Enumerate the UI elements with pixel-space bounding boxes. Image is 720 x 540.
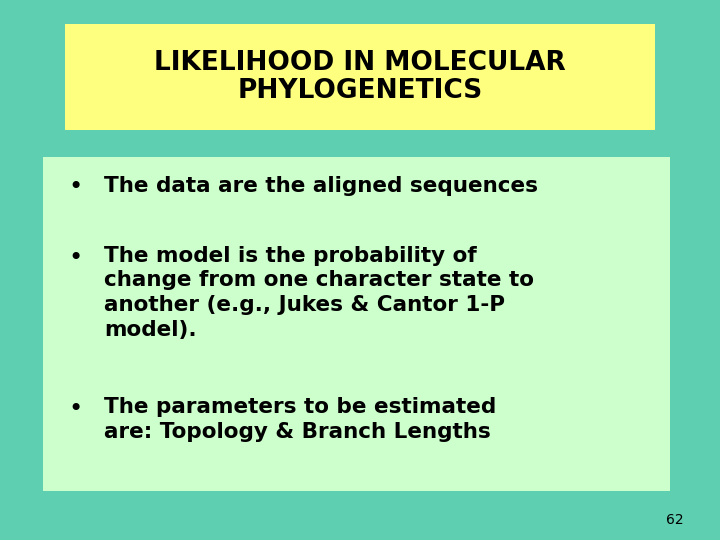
Text: The parameters to be estimated
are: Topology & Branch Lengths: The parameters to be estimated are: Topo… (104, 397, 497, 442)
Text: •: • (68, 246, 83, 269)
Text: •: • (68, 176, 83, 199)
FancyBboxPatch shape (65, 24, 655, 130)
Text: PHYLOGENETICS: PHYLOGENETICS (238, 78, 482, 104)
Text: LIKELIHOOD IN MOLECULAR: LIKELIHOOD IN MOLECULAR (154, 50, 566, 76)
FancyBboxPatch shape (43, 157, 670, 491)
Text: 62: 62 (667, 512, 684, 526)
Text: The data are the aligned sequences: The data are the aligned sequences (104, 176, 539, 195)
Text: The model is the probability of
change from one character state to
another (e.g.: The model is the probability of change f… (104, 246, 534, 340)
Text: •: • (68, 397, 83, 421)
